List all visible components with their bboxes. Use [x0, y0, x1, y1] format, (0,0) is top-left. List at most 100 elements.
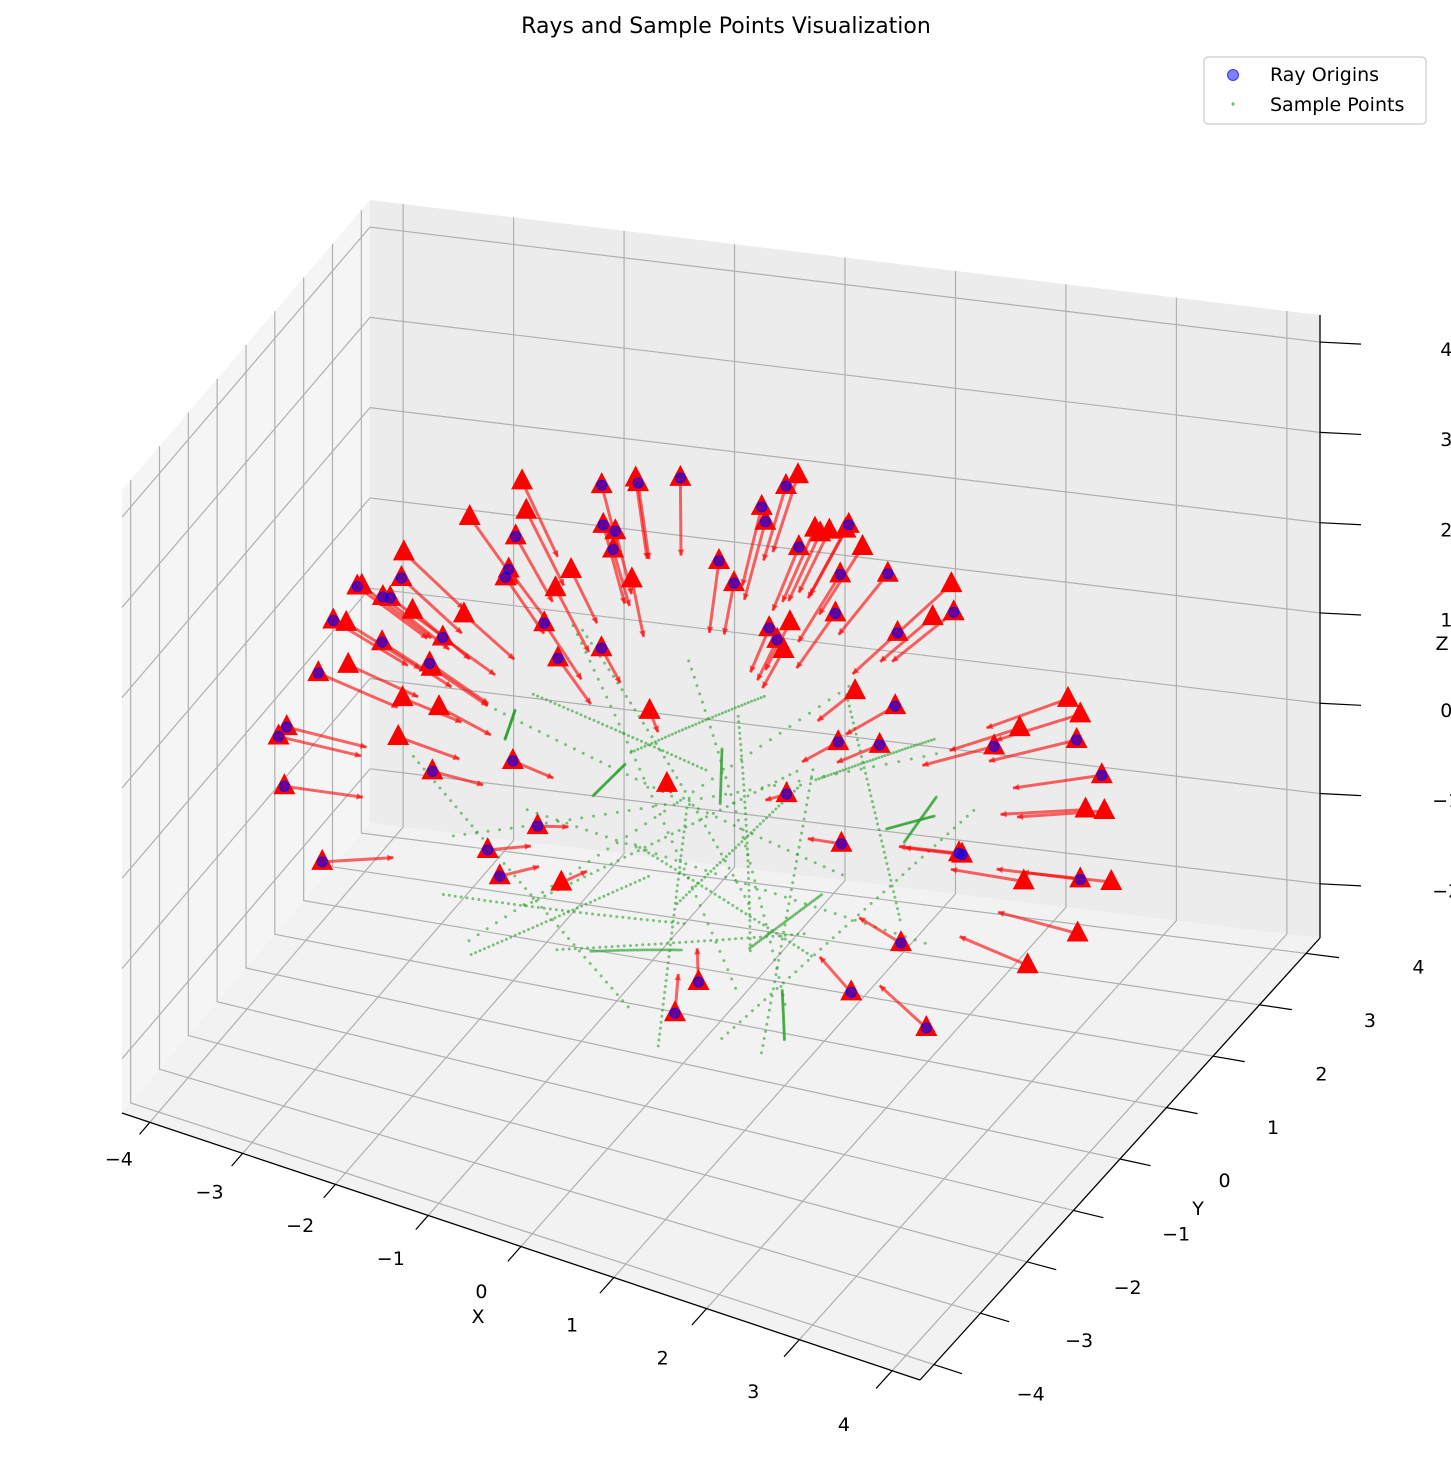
- direction-arrowhead: [614, 676, 621, 684]
- sample-point: [661, 1008, 664, 1012]
- direction-arrowhead: [652, 725, 659, 733]
- sample-point: [638, 846, 642, 849]
- sample-point: [959, 820, 963, 824]
- sample-point: [817, 705, 821, 709]
- ray-origin-point: [597, 519, 609, 531]
- sample-point: [669, 865, 673, 869]
- ray-origin-point: [1071, 734, 1083, 746]
- direction-arrowhead: [880, 655, 887, 662]
- x-tick-label: 2: [657, 1348, 669, 1370]
- sample-point: [583, 955, 587, 959]
- sample-point: [789, 888, 793, 892]
- sample-point: [865, 777, 869, 781]
- sample-point: [813, 953, 816, 957]
- sample-point: [676, 921, 680, 925]
- sample-point: [658, 919, 661, 923]
- sample-point: [566, 909, 570, 913]
- sample-point: [748, 946, 752, 950]
- direction-arrowhead: [359, 742, 367, 749]
- sample-point: [741, 765, 744, 769]
- direction-arrowhead: [400, 659, 408, 666]
- sample-point: [687, 725, 691, 729]
- direction-arrow: [678, 477, 683, 556]
- sample-point: [575, 711, 579, 715]
- sample-point: [688, 890, 691, 894]
- sample-point: [664, 979, 668, 982]
- sample-point: [913, 938, 917, 942]
- sample-point: [476, 933, 480, 937]
- sample-point: [773, 980, 777, 984]
- sample-point: [755, 887, 759, 891]
- sample-point: [758, 822, 762, 826]
- ray-origin-point: [596, 479, 608, 491]
- sample-point: [652, 745, 656, 749]
- sample-point: [596, 868, 600, 872]
- gridline-z: [121, 226, 1321, 518]
- ray-origin-point: [829, 607, 841, 619]
- sample-point: [747, 895, 751, 898]
- sample-point: [752, 936, 756, 939]
- direction-arrowhead: [1000, 810, 1007, 818]
- sample-point: [808, 782, 812, 786]
- sample-point: [739, 743, 743, 746]
- sample-point: [771, 934, 775, 938]
- sample-point: [575, 825, 579, 829]
- direction-arrow: [347, 663, 419, 699]
- sample-point: [603, 949, 607, 953]
- sample-point: [743, 806, 747, 810]
- direction-arrowhead: [387, 854, 394, 862]
- sample-point: [674, 849, 678, 853]
- direction-arrowhead: [950, 867, 958, 874]
- sample-point: [525, 808, 529, 812]
- sample-point: [732, 824, 736, 827]
- direction-arrowhead: [788, 594, 795, 602]
- sample-point: [684, 940, 688, 944]
- sample-point: [751, 870, 754, 874]
- sample-point: [730, 707, 734, 711]
- sample-point: [796, 932, 800, 936]
- sample-point: [687, 659, 691, 663]
- sample-point: [666, 948, 670, 952]
- sample-point: [697, 881, 701, 885]
- sample-point: [795, 859, 798, 863]
- sample-point: [560, 908, 564, 912]
- sample-point: [918, 742, 922, 746]
- sample-point: [589, 949, 593, 953]
- sample-point: [804, 857, 808, 861]
- sample-point: [606, 847, 610, 851]
- sample-point: [803, 810, 807, 814]
- sample-point: [739, 798, 743, 801]
- sample-point: [708, 725, 712, 729]
- ray-origin-point: [889, 700, 901, 712]
- sample-point: [793, 898, 797, 902]
- sample-point: [748, 788, 752, 792]
- sample-point: [749, 751, 753, 755]
- sample-point: [536, 897, 540, 901]
- sample-point: [780, 937, 784, 941]
- direction-arrow: [284, 784, 363, 799]
- direction-arrowhead: [845, 728, 853, 735]
- direction-arrowhead: [740, 578, 748, 586]
- sample-point: [699, 817, 703, 821]
- direction-arrowhead: [838, 627, 846, 635]
- camera-marker: [392, 539, 415, 561]
- y-tick-mark: [980, 1312, 1010, 1323]
- sample-point: [915, 743, 919, 747]
- camera-marker: [1056, 685, 1079, 707]
- sample-point: [599, 760, 603, 764]
- z-tick-mark: [1319, 702, 1362, 706]
- ray-origin-point: [759, 516, 771, 528]
- camera-marker: [655, 770, 678, 792]
- sample-point: [635, 737, 639, 741]
- sample-point: [561, 930, 565, 934]
- direction-arrowhead: [558, 578, 565, 586]
- sample-point: [802, 817, 806, 821]
- legend-sample-points-label: Sample Points: [1270, 94, 1404, 116]
- sample-point: [601, 722, 605, 726]
- sample-point: [792, 789, 796, 793]
- sample-point: [757, 896, 761, 900]
- sample-point: [739, 827, 743, 831]
- sample-point: [677, 948, 681, 952]
- sample-point: [638, 878, 642, 882]
- sample-point: [667, 955, 671, 959]
